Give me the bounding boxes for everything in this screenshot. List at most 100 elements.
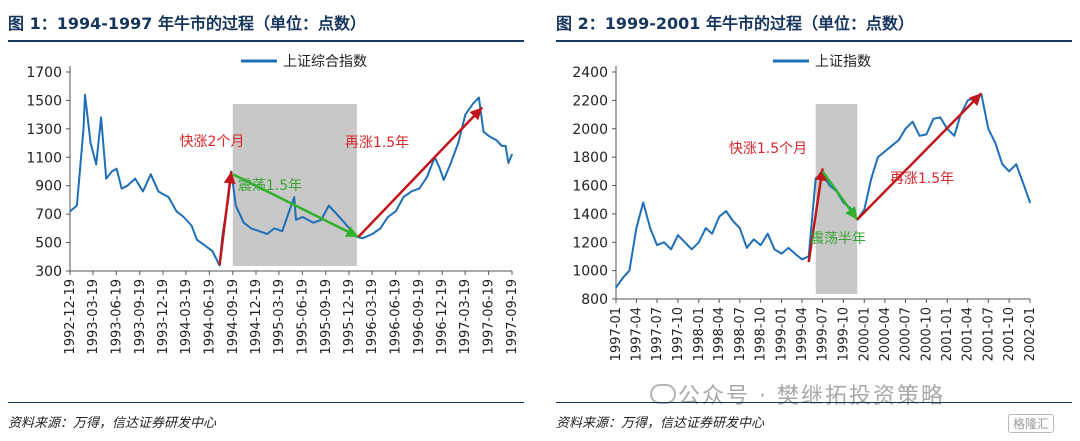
series-point bbox=[203, 244, 206, 247]
series-point bbox=[312, 221, 315, 224]
x-tick-label: 2002-01 bbox=[1023, 307, 1038, 361]
series-point bbox=[281, 230, 284, 232]
series-point bbox=[1008, 170, 1010, 173]
trend-arrow-head bbox=[814, 168, 827, 182]
x-tick-label: 1995-12-19 bbox=[342, 279, 357, 355]
chart-annotation: 快涨1.5个月 bbox=[729, 141, 807, 157]
series-point bbox=[732, 220, 734, 222]
series-point bbox=[787, 247, 790, 249]
x-tick-label: 1993-09-19 bbox=[133, 279, 148, 355]
series-point bbox=[994, 142, 997, 144]
trend-arrow-shaft bbox=[357, 106, 484, 238]
series-point bbox=[175, 210, 178, 213]
series-point bbox=[301, 216, 304, 218]
series-point bbox=[258, 230, 261, 232]
x-tick-label: 1996-06-19 bbox=[389, 279, 404, 355]
series-point bbox=[495, 139, 498, 142]
series-point bbox=[457, 142, 460, 144]
x-tick-label: 1994-09-19 bbox=[226, 279, 241, 355]
series-point bbox=[987, 127, 990, 130]
series-point bbox=[126, 184, 129, 187]
series-point bbox=[1015, 163, 1017, 166]
y-tick-label: 2400 bbox=[572, 65, 608, 81]
series-point bbox=[371, 233, 374, 235]
series-point bbox=[343, 221, 346, 224]
right-title-rule bbox=[556, 40, 1072, 42]
series-point bbox=[794, 252, 796, 255]
x-tick-label: 1998-10 bbox=[754, 307, 769, 361]
series-point bbox=[670, 248, 672, 251]
series-point bbox=[697, 241, 700, 244]
shaded-consolidation-region bbox=[815, 104, 858, 294]
series-point bbox=[295, 219, 297, 221]
series-point bbox=[235, 204, 237, 207]
series-point bbox=[507, 162, 510, 164]
x-tick-label: 1995-06-19 bbox=[295, 279, 310, 355]
series-point bbox=[105, 177, 107, 180]
series-point bbox=[76, 204, 78, 207]
wechat-icon bbox=[650, 384, 676, 404]
series-point bbox=[293, 196, 295, 198]
x-tick-label: 2001-10 bbox=[1002, 307, 1017, 361]
series-point bbox=[472, 102, 475, 105]
right-bottom-rule bbox=[556, 402, 1072, 403]
y-tick-label: 2000 bbox=[572, 122, 608, 138]
series-point bbox=[656, 244, 658, 246]
chart-1: 300 500 700 900 1100 1300 1500 1700 1992-12-19 19… bbox=[26, 54, 520, 355]
x-tick-label: 1997-01 bbox=[609, 307, 624, 361]
series-point bbox=[897, 139, 900, 141]
left-title-rule bbox=[8, 40, 524, 42]
series-point bbox=[418, 187, 421, 190]
x-tick-label: 1995-03-19 bbox=[272, 279, 287, 355]
x-tick-label: 2001-07 bbox=[981, 307, 996, 361]
trend-arrow-shaft bbox=[807, 168, 824, 263]
x-tick-label: 2001-04 bbox=[961, 307, 976, 361]
chart-annotation: 震荡半年 bbox=[810, 231, 866, 247]
x-tick-label: 1992-12-19 bbox=[63, 279, 78, 355]
series-point bbox=[911, 120, 914, 123]
series-point bbox=[870, 177, 873, 180]
y-tick-label: 1200 bbox=[572, 235, 608, 251]
series-point bbox=[387, 216, 389, 218]
x-tick-label: 1997-06-19 bbox=[482, 279, 497, 355]
series-point bbox=[142, 190, 144, 193]
series-point bbox=[904, 127, 907, 130]
series-point bbox=[877, 156, 879, 158]
chart-annotation: 快涨2个月 bbox=[180, 134, 245, 150]
series-point bbox=[149, 173, 152, 176]
x-tick-label: 1999-04 bbox=[795, 307, 810, 361]
series-point bbox=[828, 184, 831, 187]
x-tick-label: 1998-01 bbox=[692, 307, 707, 361]
series-point bbox=[402, 196, 405, 198]
x-tick-label: 1994-06-19 bbox=[202, 279, 217, 355]
series-point bbox=[100, 116, 102, 119]
series-point bbox=[677, 234, 679, 236]
y-tick-label: 1300 bbox=[26, 122, 62, 138]
y-tick-label: 1100 bbox=[26, 150, 62, 166]
series-point bbox=[1029, 201, 1031, 204]
x-tick-label: 2000-10 bbox=[919, 307, 934, 361]
series-point bbox=[190, 224, 193, 227]
series-point bbox=[615, 286, 617, 289]
x-tick-label: 1997-03-19 bbox=[458, 279, 473, 355]
series-point bbox=[361, 237, 364, 240]
series-point bbox=[766, 232, 769, 235]
series-point bbox=[84, 93, 86, 96]
series-point bbox=[753, 238, 755, 241]
x-tick-label: 1999-01 bbox=[775, 307, 790, 361]
series-point bbox=[439, 167, 441, 170]
series-point bbox=[95, 163, 98, 166]
series-point bbox=[628, 269, 631, 272]
x-tick-label: 2001-01 bbox=[940, 307, 955, 361]
series-point bbox=[478, 96, 480, 99]
series-point bbox=[939, 116, 942, 119]
trend-arrow-head bbox=[469, 107, 483, 121]
y-tick-label: 1600 bbox=[572, 179, 608, 195]
series-point bbox=[863, 208, 866, 211]
series-point bbox=[449, 163, 452, 166]
x-tick-label: 1993-12-19 bbox=[156, 279, 171, 355]
series-point bbox=[242, 221, 245, 224]
series-point bbox=[335, 213, 338, 215]
watermark-text: 公众号 · 樊继拓投资策略 bbox=[678, 384, 945, 409]
series-point bbox=[690, 248, 693, 251]
